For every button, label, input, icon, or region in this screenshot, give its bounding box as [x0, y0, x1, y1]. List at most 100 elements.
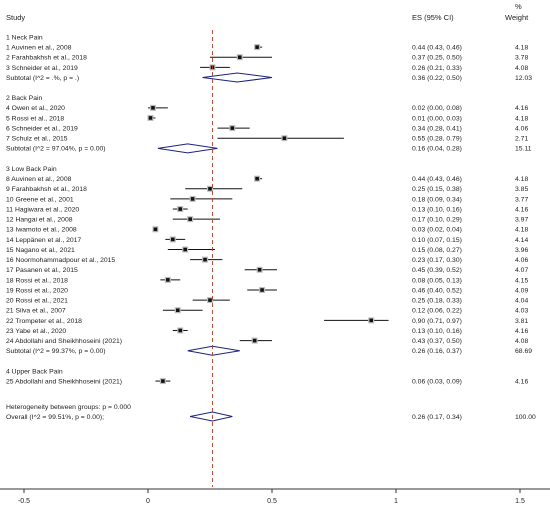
- weight-value: 4.06: [515, 257, 528, 264]
- group-title: 3 Low Back Pain: [6, 166, 57, 173]
- study-label: 19 Rossi et al., 2020: [6, 287, 68, 294]
- study-label: 8 Auvinen et al., 2008: [6, 176, 72, 183]
- study-label: 6 Schneider et al., 2019: [6, 125, 78, 132]
- weight-value: 4.06: [515, 125, 528, 132]
- es-ci-value: 0.01 (0.00, 0.03): [412, 115, 462, 122]
- weight-value: 4.18: [515, 45, 528, 52]
- point-estimate: [208, 187, 212, 191]
- es-ci-value: 0.44 (0.43, 0.46): [412, 45, 462, 52]
- weight-value: 3.81: [515, 318, 528, 325]
- point-estimate: [183, 247, 187, 252]
- overall-es-ci: 0.26 (0.17, 0.34): [412, 414, 462, 421]
- study-label: 12 Hangai et al., 2008: [6, 217, 73, 224]
- study-label: 17 Pasanen et al., 2015: [6, 267, 78, 274]
- point-estimate: [252, 338, 257, 343]
- weight-value: 3.78: [515, 55, 528, 62]
- weight-value: 4.16: [515, 206, 528, 213]
- x-tick-label: 0: [146, 498, 150, 505]
- point-estimate: [166, 278, 170, 282]
- subtotal-weight: 15.11: [515, 146, 532, 153]
- es-ci-value: 0.12 (0.06, 0.22): [412, 308, 462, 315]
- header-study: Study: [6, 13, 25, 22]
- es-ci-value: 0.46 (0.40, 0.52): [412, 287, 462, 294]
- point-estimate: [230, 126, 235, 130]
- x-tick-label: 1.5: [515, 498, 525, 505]
- subtotal-weight: 68.69: [515, 348, 532, 355]
- weight-value: 2.71: [515, 136, 528, 143]
- es-ci-value: 0.18 (0.09, 0.34): [412, 196, 462, 203]
- study-label: 4 Owen et al., 2020: [6, 105, 65, 112]
- point-estimate: [171, 237, 175, 242]
- es-ci-value: 0.10 (0.07, 0.15): [412, 237, 462, 244]
- study-label: 16 Noormohammadpour et al., 2015: [6, 257, 115, 264]
- point-estimate: [178, 328, 183, 333]
- weight-value: 4.03: [515, 308, 528, 315]
- study-label: 10 Greene et al., 2001: [6, 196, 74, 203]
- weight-value: 3.77: [515, 196, 528, 203]
- weight-value: 4.09: [515, 287, 528, 294]
- es-ci-value: 0.06 (0.03, 0.09): [412, 378, 462, 385]
- weight-value: 4.04: [515, 298, 528, 305]
- study-label: 25 Abdollahi and Sheikhhoseini (2021): [6, 378, 122, 385]
- subtotal-es-ci: 0.36 (0.22, 0.50): [412, 75, 462, 82]
- subtotal-weight: 12.03: [515, 75, 532, 82]
- study-label: 3 Schneider et al., 2019: [6, 65, 78, 72]
- heterogeneity-text: Heterogeneity between groups: p = 0.000: [6, 404, 131, 411]
- study-label: 13 Iwamoto et al., 2008: [6, 227, 77, 234]
- es-ci-value: 0.15 (0.08, 0.27): [412, 247, 462, 254]
- point-estimate: [175, 308, 180, 313]
- weight-value: 4.07: [515, 267, 528, 274]
- study-label: 21 Silva et al., 2007: [6, 308, 66, 315]
- es-ci-value: 0.02 (0.00, 0.08): [412, 105, 462, 112]
- study-label: 1 Auvinen et al., 2008: [6, 45, 72, 52]
- es-ci-value: 0.25 (0.15, 0.38): [412, 186, 462, 193]
- es-ci-value: 0.44 (0.43, 0.46): [412, 176, 462, 183]
- study-label: 14 Leppänen et al., 2017: [6, 237, 81, 244]
- overall-weight: 100.00: [515, 414, 536, 421]
- point-estimate: [161, 379, 165, 383]
- header-weight: Weight: [505, 13, 529, 22]
- es-ci-value: 0.23 (0.17, 0.30): [412, 257, 462, 264]
- weight-value: 4.18: [515, 115, 528, 122]
- point-estimate: [208, 298, 212, 302]
- point-estimate: [255, 45, 259, 49]
- weight-value: 3.97: [515, 217, 528, 224]
- es-ci-value: 0.37 (0.25, 0.50): [412, 55, 462, 62]
- weight-value: 4.18: [515, 227, 528, 234]
- es-ci-value: 0.43 (0.37, 0.50): [412, 338, 462, 345]
- weight-value: 4.18: [515, 176, 528, 183]
- x-tick-label: -0.5: [18, 498, 30, 505]
- weight-value: 4.15: [515, 277, 528, 284]
- study-label: 7 Schulz et al., 2015: [6, 136, 68, 143]
- study-label: 18 Rossi et al., 2018: [6, 277, 68, 284]
- point-estimate: [190, 197, 195, 201]
- point-estimate: [255, 176, 259, 181]
- subtotal-label: Subtotal (I^2 = .%, p = .): [6, 75, 79, 82]
- subtotal-diamond: [202, 72, 273, 83]
- study-label: 23 Yabe et al., 2020: [6, 328, 66, 335]
- subtotal-diamond: [157, 143, 218, 154]
- x-tick-label: 1: [394, 498, 398, 505]
- point-estimate: [151, 106, 155, 110]
- weight-value: 4.16: [515, 105, 528, 112]
- weight-value: 3.85: [515, 186, 528, 193]
- subtotal-diamond: [187, 345, 240, 356]
- study-label: 15 Nagano et al., 2021: [6, 247, 75, 254]
- study-label: 2 Farahbakhsh et al., 2018: [6, 55, 87, 62]
- point-estimate: [153, 227, 158, 232]
- es-ci-value: 0.13 (0.10, 0.16): [412, 206, 462, 213]
- weight-value: 3.96: [515, 247, 528, 254]
- study-label: 20 Rossi et al., 2021: [6, 298, 68, 305]
- forest-rows: 1 Neck Pain 1 Auvinen et al., 2008 0.44 (0…: [6, 30, 536, 487]
- x-tick-label: 0.5: [267, 498, 277, 505]
- weight-value: 4.08: [515, 338, 528, 345]
- x-axis: -0.5 0 0.5 1 1.5: [0, 488, 550, 505]
- es-ci-value: 0.13 (0.10, 0.16): [412, 328, 462, 335]
- study-label: 24 Abdollahi and Sheikhhoseini (2021): [6, 338, 122, 345]
- weight-value: 4.14: [515, 237, 528, 244]
- point-estimate: [260, 288, 264, 292]
- point-estimate: [237, 55, 242, 60]
- es-ci-value: 0.25 (0.18, 0.33): [412, 298, 462, 305]
- weight-value: 4.16: [515, 378, 528, 385]
